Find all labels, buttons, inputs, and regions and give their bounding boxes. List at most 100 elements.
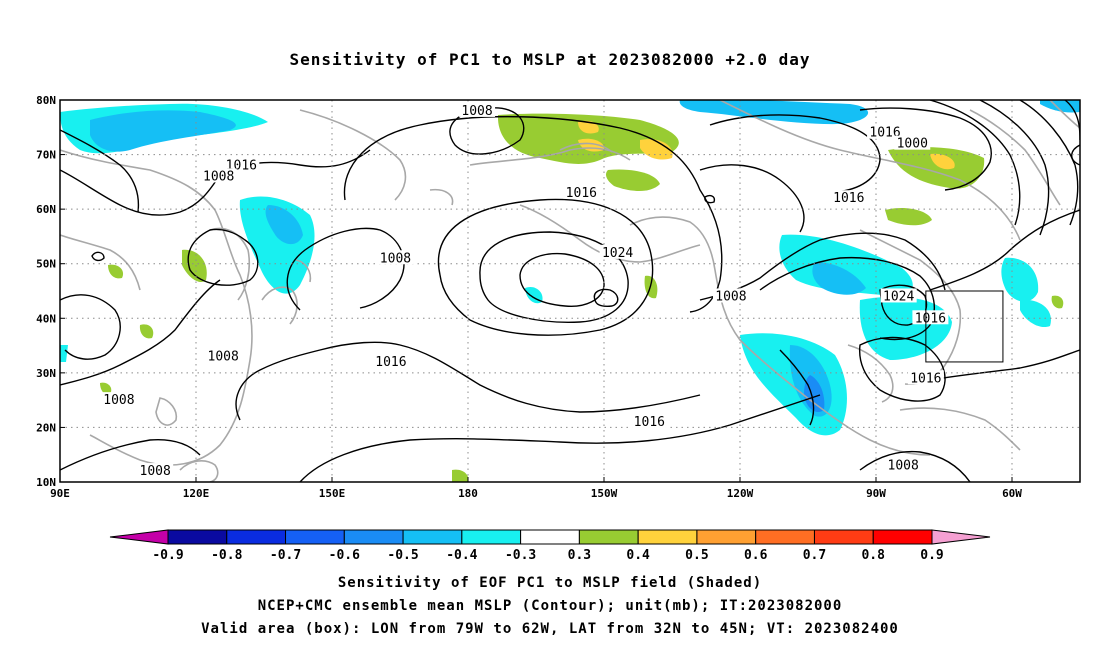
lat-tick-label: 50N bbox=[36, 258, 56, 271]
contour-label: 1008 bbox=[885, 457, 922, 474]
contour-label-text: 1016 bbox=[869, 126, 900, 141]
shade-positive bbox=[578, 120, 599, 134]
contour-label-bg bbox=[907, 370, 944, 385]
colorbar-tick-label: -0.3 bbox=[505, 548, 536, 563]
valid-area-box bbox=[925, 290, 1004, 363]
contour-line bbox=[187, 228, 259, 286]
contour-label-text: 1008 bbox=[380, 251, 411, 266]
shade-negative bbox=[812, 262, 866, 295]
contour-label-text: 1016 bbox=[566, 186, 597, 201]
shade-positive bbox=[452, 469, 469, 482]
contour-line bbox=[60, 294, 121, 360]
contour-label: 1008 bbox=[137, 463, 174, 479]
contour-label-text: 1008 bbox=[103, 393, 134, 408]
contour-label-text: 1024 bbox=[883, 289, 914, 304]
lat-tick-label: 60N bbox=[36, 203, 56, 216]
colorbar-segment bbox=[872, 529, 933, 545]
contour-label-text: 1016 bbox=[634, 415, 665, 430]
contour-line bbox=[929, 349, 1080, 381]
contour-label: 1024 bbox=[599, 244, 636, 261]
coastline bbox=[295, 259, 312, 283]
lon-tick-label: 120E bbox=[183, 487, 210, 500]
shade-negative bbox=[90, 110, 236, 152]
colorbar-segment bbox=[285, 529, 345, 545]
shade-positive bbox=[108, 264, 124, 279]
contour-label-bg bbox=[372, 353, 409, 368]
contour-label-bg bbox=[712, 288, 749, 303]
contour-label-bg bbox=[459, 102, 496, 117]
caption-shading: Sensitivity of EOF PC1 to MSLP field (Sh… bbox=[337, 575, 763, 591]
mslp-contours bbox=[60, 100, 1080, 482]
shade-negative bbox=[859, 296, 952, 360]
contour-line bbox=[979, 100, 1050, 236]
contour-label: 1016 bbox=[867, 124, 904, 141]
shade-positive bbox=[640, 139, 673, 160]
contour-label-bg bbox=[205, 348, 242, 363]
shade-negative bbox=[679, 100, 869, 125]
lat-tick-label: 80N bbox=[36, 94, 56, 107]
colorbar-low-triangle bbox=[109, 529, 169, 545]
contour-label: 1024 bbox=[880, 288, 917, 304]
shade-positive bbox=[606, 169, 660, 191]
colorbar-tick-label: -0.6 bbox=[329, 548, 360, 563]
contour-line bbox=[858, 336, 946, 402]
contour-line bbox=[593, 288, 619, 307]
shade-negative bbox=[265, 205, 303, 245]
coastline bbox=[60, 149, 253, 466]
contour-line bbox=[299, 394, 821, 482]
map-title: Sensitivity of PC1 to MSLP at 2023082000… bbox=[289, 50, 811, 69]
contour-label: 1008 bbox=[459, 102, 496, 119]
contour-line bbox=[437, 198, 654, 336]
contour-label: 1016 bbox=[563, 184, 600, 201]
colorbar-segment bbox=[696, 529, 757, 545]
contour-label-text: 1008 bbox=[888, 459, 919, 474]
contour-line bbox=[91, 251, 105, 262]
colorbar-tick-label: -0.5 bbox=[387, 548, 418, 563]
colorbar-tick-label: 0.3 bbox=[568, 548, 591, 563]
contour-line bbox=[479, 231, 629, 323]
contour-line bbox=[1071, 144, 1080, 166]
contour-label-text: 1008 bbox=[140, 464, 171, 479]
contour-label-text: 1008 bbox=[461, 104, 492, 119]
colorbar-segment bbox=[402, 529, 463, 545]
contour-label: 1000 bbox=[894, 135, 931, 152]
contour-line bbox=[929, 100, 1021, 226]
contour-label-bg bbox=[880, 288, 917, 303]
contour-line bbox=[60, 279, 221, 386]
contour-line bbox=[759, 256, 936, 341]
colorbar-tick-label: 0.9 bbox=[920, 548, 943, 563]
colorbar-tick-label: 0.7 bbox=[803, 548, 826, 563]
contour-label-bg bbox=[563, 184, 600, 199]
coastline bbox=[179, 460, 219, 482]
shade-positive bbox=[888, 147, 985, 189]
colorbar-segment bbox=[343, 529, 404, 545]
contour-label: 1016 bbox=[830, 190, 867, 206]
contour-label: 1008 bbox=[100, 392, 137, 408]
contour-label: 1016 bbox=[907, 370, 944, 386]
coastline bbox=[429, 188, 454, 206]
contour-label: 1008 bbox=[377, 250, 414, 266]
shade-positive bbox=[139, 324, 154, 339]
colorbar-tick-label: -0.8 bbox=[211, 548, 242, 563]
contour-line bbox=[235, 341, 701, 421]
colorbar-segment bbox=[226, 529, 287, 545]
colorbar-segment bbox=[461, 529, 522, 545]
coastline bbox=[969, 109, 1061, 206]
shade-negative bbox=[1020, 299, 1051, 328]
caption-valid-area: Valid area (box): LON from 79W to 62W, L… bbox=[201, 621, 899, 637]
colorbar-segment bbox=[637, 529, 698, 545]
coastline bbox=[155, 397, 178, 426]
coastline bbox=[469, 147, 631, 166]
coastline bbox=[847, 344, 894, 403]
colorbar-tick-label: 0.6 bbox=[744, 548, 768, 563]
lat-tick-label: 40N bbox=[36, 312, 56, 325]
contour-label-text: 1008 bbox=[208, 349, 239, 364]
contour-label-text: 1016 bbox=[375, 355, 406, 370]
coastline bbox=[209, 227, 251, 301]
contour-label-bg bbox=[377, 250, 414, 265]
coastline bbox=[60, 234, 141, 291]
contour-label-text: 1016 bbox=[910, 371, 941, 386]
colorbar-tick-label: -0.7 bbox=[270, 548, 301, 563]
